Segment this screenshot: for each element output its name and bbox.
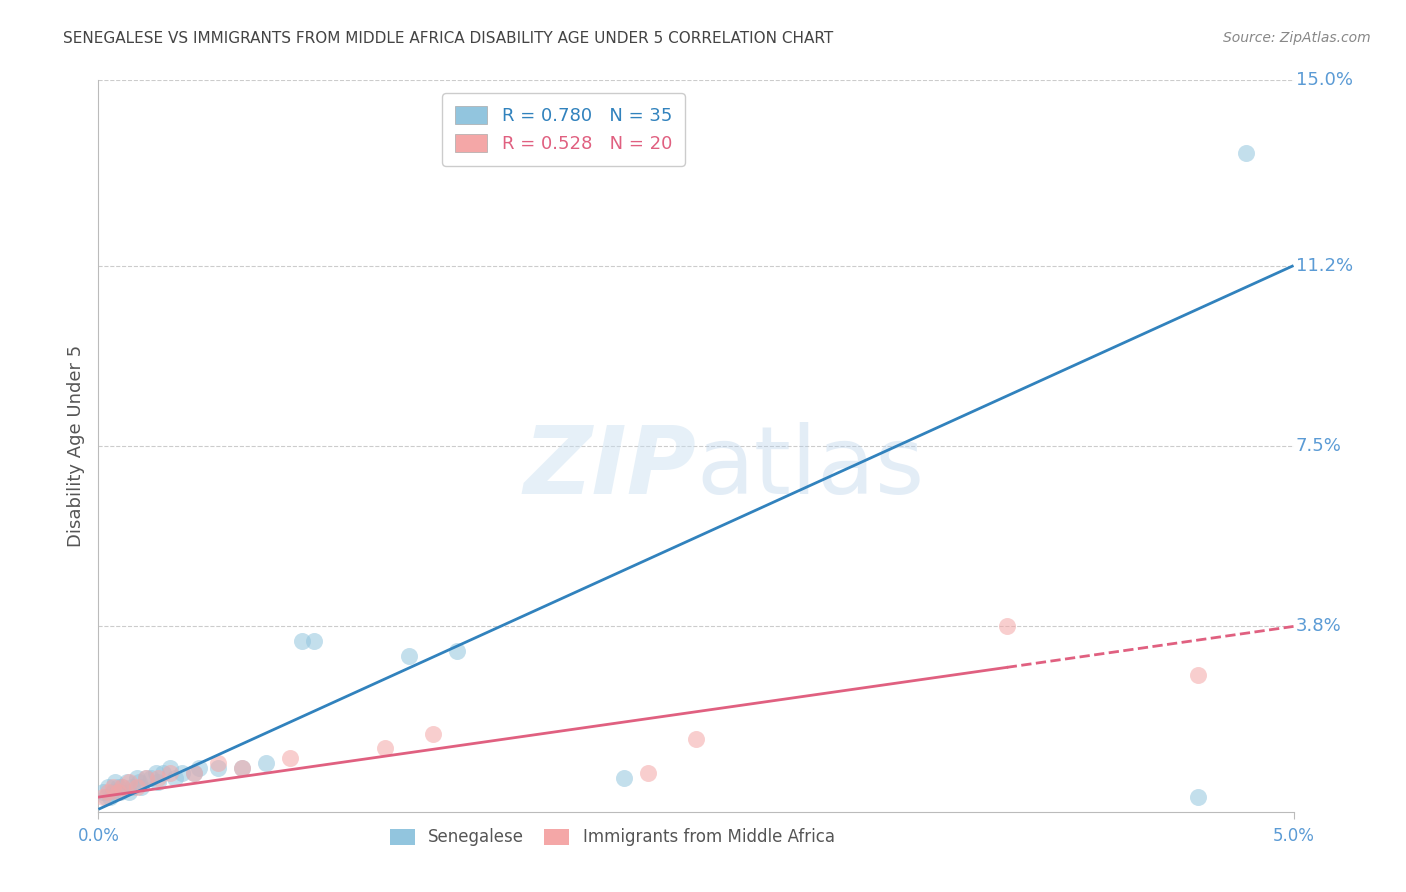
Point [231, 761, 253, 775]
Point [98, 790, 122, 805]
Point [1187, 668, 1209, 682]
Point [291, 634, 314, 648]
Point [398, 648, 420, 663]
Point [101, 780, 124, 795]
Text: 7.5%: 7.5% [1296, 437, 1341, 455]
Point [107, 785, 129, 799]
Legend: Senegalese, Immigrants from Middle Africa: Senegalese, Immigrants from Middle Afric… [381, 820, 844, 855]
Point [159, 761, 181, 775]
Point [446, 644, 468, 658]
Point [187, 761, 209, 775]
Point [104, 775, 127, 789]
Point [97, 780, 120, 795]
Text: 15.0%: 15.0% [1296, 71, 1353, 89]
Point [207, 756, 229, 770]
Text: 3.8%: 3.8% [1296, 617, 1341, 635]
Text: ZIP: ZIP [523, 422, 696, 514]
Point [278, 751, 301, 765]
Point [422, 727, 444, 741]
Point [135, 771, 157, 785]
Point [637, 765, 659, 780]
Point [125, 780, 148, 795]
Point [159, 765, 181, 780]
Point [128, 775, 150, 789]
Point [121, 780, 143, 795]
Point [995, 619, 1018, 633]
Point [183, 765, 205, 780]
Point [231, 761, 253, 775]
Point [111, 780, 134, 795]
Point [111, 780, 134, 795]
Point [107, 780, 129, 795]
Point [1234, 146, 1257, 161]
Point [135, 771, 157, 785]
Point [94, 790, 117, 805]
Text: atlas: atlas [696, 422, 924, 514]
Point [148, 775, 170, 789]
Point [118, 775, 141, 789]
Point [91, 785, 114, 799]
Point [374, 741, 396, 756]
Point [148, 771, 170, 785]
Point [172, 765, 194, 780]
Point [115, 775, 138, 789]
Point [91, 790, 114, 805]
Text: SENEGALESE VS IMMIGRANTS FROM MIDDLE AFRICA DISABILITY AGE UNDER 5 CORRELATION C: SENEGALESE VS IMMIGRANTS FROM MIDDLE AFR… [63, 31, 834, 46]
Point [254, 756, 277, 770]
Point [207, 761, 229, 775]
Point [145, 765, 167, 780]
Point [139, 771, 162, 785]
Point [183, 765, 205, 780]
Point [1187, 790, 1209, 805]
Point [108, 785, 131, 799]
Point [152, 765, 174, 780]
Point [685, 731, 707, 746]
Point [97, 785, 120, 799]
Point [125, 771, 148, 785]
Y-axis label: Disability Age Under 5: Disability Age Under 5 [66, 345, 84, 547]
Text: 11.2%: 11.2% [1296, 257, 1353, 275]
Point [131, 780, 153, 795]
Point [101, 785, 124, 799]
Point [118, 785, 141, 799]
Point [302, 634, 325, 648]
Text: Source: ZipAtlas.com: Source: ZipAtlas.com [1223, 31, 1371, 45]
Point [613, 771, 636, 785]
Point [163, 771, 186, 785]
